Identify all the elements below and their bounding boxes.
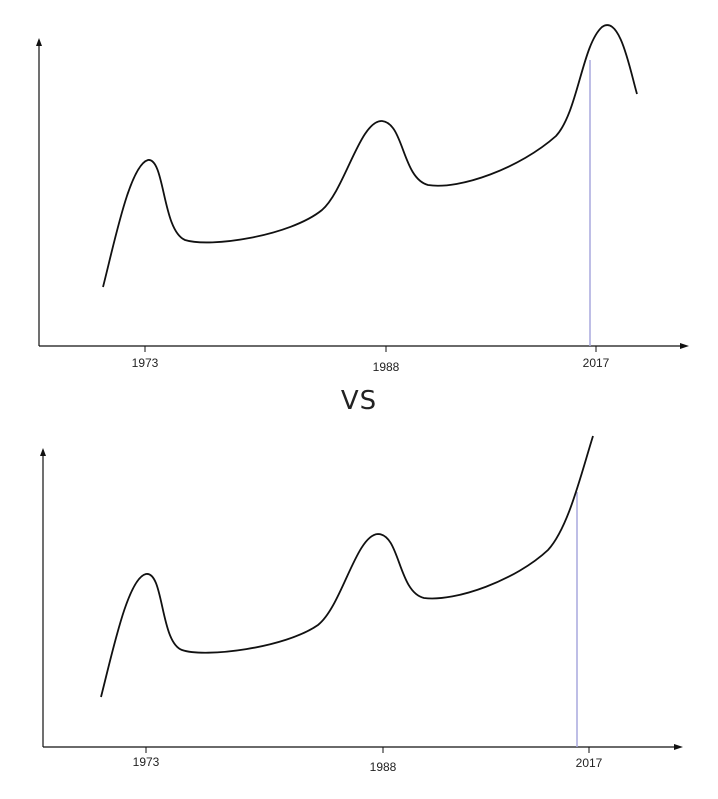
x-tick-label-1988: 1988 (373, 360, 400, 374)
x-axis-arrow (674, 744, 683, 750)
x-tick-label-2017: 2017 (583, 356, 610, 370)
y-axis-arrow (40, 448, 46, 456)
x-tick-label-2017: 2017 (576, 756, 603, 770)
x-tick-label-1973: 1973 (132, 356, 159, 370)
x-axis-arrow (680, 343, 689, 349)
chart-bottom-svg: 1973 1988 2017 (40, 435, 683, 774)
series-line (100, 435, 594, 698)
vs-separator: VS (340, 386, 378, 416)
chart-top: 1973 1988 2017 (0, 0, 718, 391)
series-line (102, 24, 638, 288)
chart-bottom: 1973 1988 2017 (0, 420, 718, 799)
x-tick-label-1988: 1988 (370, 760, 397, 774)
y-axis-arrow (36, 38, 42, 46)
chart-top-svg: 1973 1988 2017 (36, 24, 689, 374)
x-tick-label-1973: 1973 (133, 755, 160, 769)
